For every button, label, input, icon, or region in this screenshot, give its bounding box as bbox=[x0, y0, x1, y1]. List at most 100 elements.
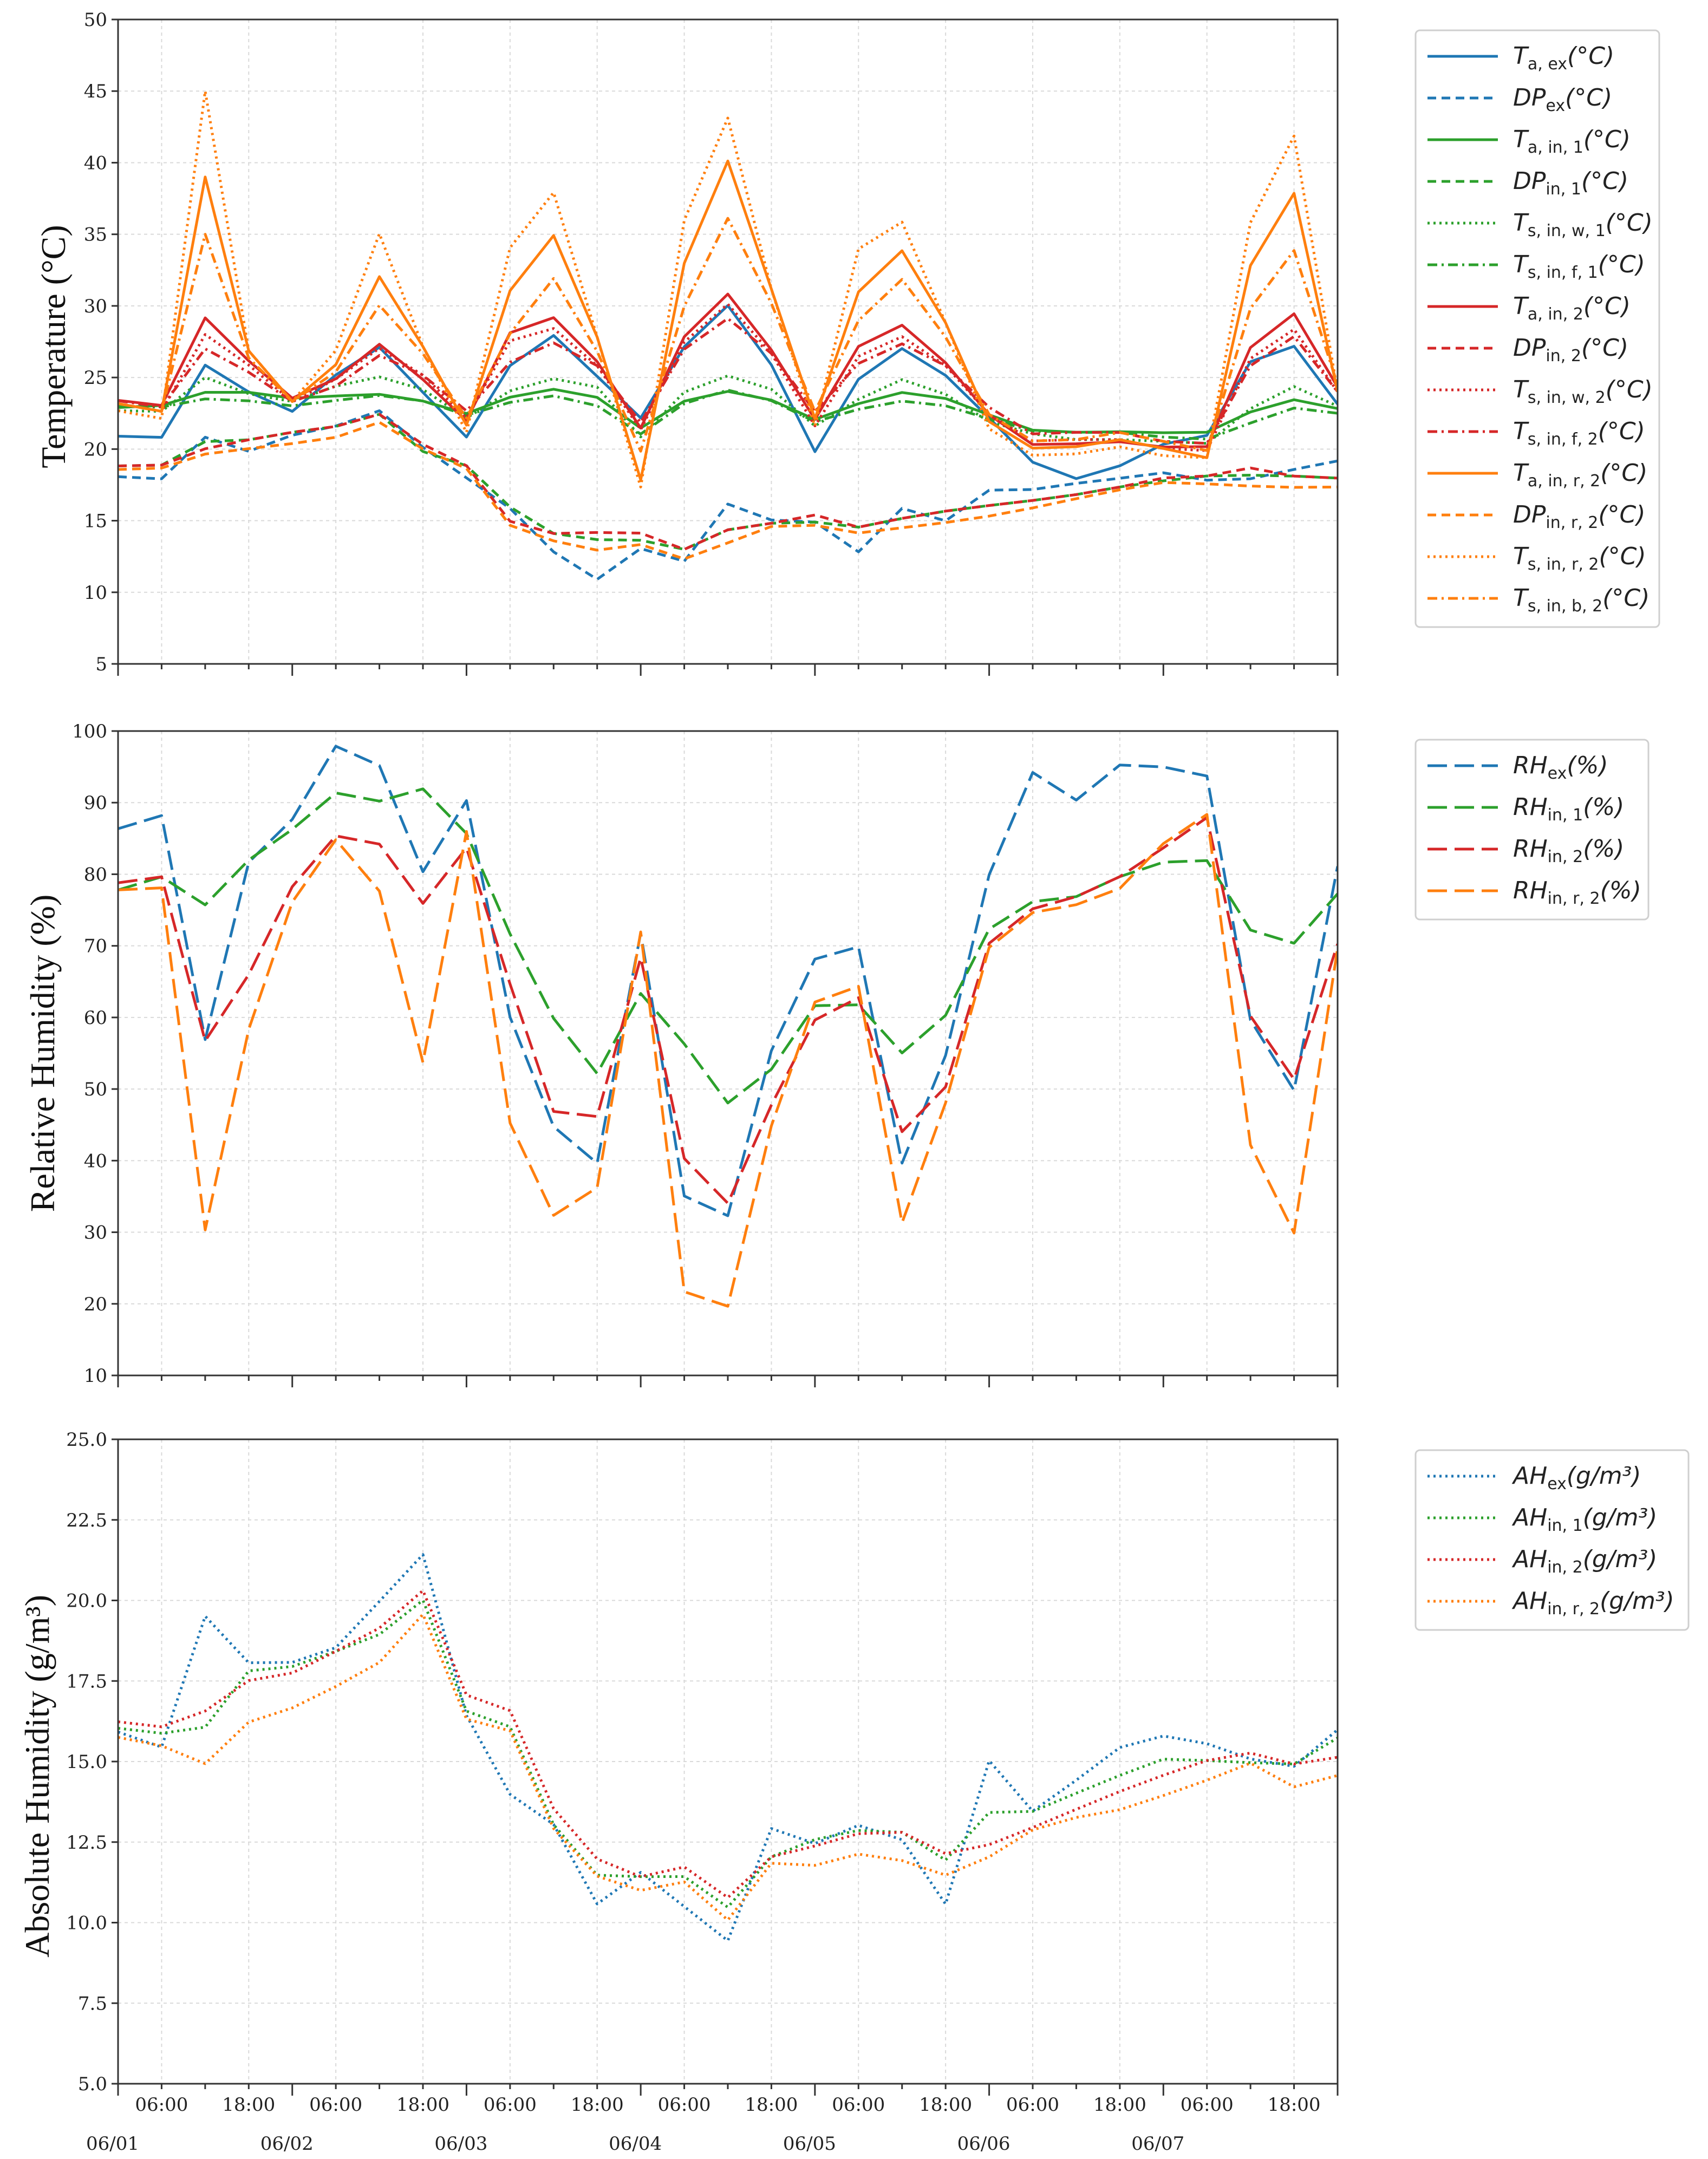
y-tick-label: 10.0 bbox=[66, 1913, 107, 1934]
date-label: 06/05 bbox=[783, 2133, 836, 2155]
series-line-ah-in-1-g-m bbox=[118, 1599, 1338, 1909]
series-group bbox=[118, 89, 1338, 581]
series-line-ah-in-r-2-g-m bbox=[118, 1613, 1338, 1922]
relative-humidity-y-label: Relative Humidity (%) bbox=[23, 895, 62, 1212]
date-label: 06/06 bbox=[957, 2133, 1011, 2155]
x-tick-label: 06:00 bbox=[658, 2094, 711, 2116]
x-tick-label: 06:00 bbox=[832, 2094, 885, 2116]
legend-entry-rh-in-1: RHin, 1(%) bbox=[1513, 793, 1624, 825]
x-tick-label: 06:00 bbox=[309, 2094, 362, 2116]
y-tick-label: 35 bbox=[84, 224, 107, 246]
x-tick-label: 06:00 bbox=[484, 2094, 537, 2116]
plot-frame bbox=[117, 730, 1339, 1377]
series-line-rh-in-r-2 bbox=[118, 813, 1338, 1308]
temperature-panel: Temperature (°C) 5 10 15 20 25 30 35 40 45 50 Ta, … bbox=[34, 9, 1660, 676]
legend: Ta, ex(°C) DPex(°C) Ta, in, 1(°C) DPin, 1(°… bbox=[1414, 29, 1660, 628]
plot-frame bbox=[117, 18, 1339, 665]
y-tick-label: 5.0 bbox=[78, 2073, 107, 2095]
y-tick-label: 5 bbox=[95, 654, 107, 675]
x-tick-label: 06:00 bbox=[1006, 2094, 1059, 2116]
legend-entry-t-s-in-w-2-c: Ts, in, w, 2(°C) bbox=[1513, 376, 1653, 407]
date-label: 06/04 bbox=[609, 2133, 662, 2155]
series-group bbox=[118, 745, 1338, 1308]
y-tick-label: 60 bbox=[84, 1007, 107, 1029]
y-tick-label: 90 bbox=[84, 792, 107, 814]
series-line-t-s-in-b-2-c bbox=[118, 217, 1338, 453]
series-line-dp-ex-c bbox=[118, 409, 1338, 581]
legend: AHex(g/m³) AHin, 1(g/m³) AHin, 2(g/m³) AHin… bbox=[1414, 1449, 1690, 1631]
legend-entry-t-a-ex-c: Ta, ex(°C) bbox=[1513, 42, 1614, 74]
y-tick-label: 25 bbox=[84, 367, 107, 389]
legend-entry-t-a-in-r-2-c: Ta, in, r, 2(°C) bbox=[1513, 459, 1647, 491]
y-tick-label: 22.5 bbox=[66, 1510, 107, 1531]
y-tick-label: 40 bbox=[84, 1150, 107, 1172]
y-tick-label: 80 bbox=[84, 864, 107, 885]
x-tick-label: 18:00 bbox=[396, 2094, 449, 2116]
y-tick-label: 50 bbox=[84, 9, 107, 31]
series-line-rh-in-2 bbox=[118, 816, 1338, 1205]
legend-entry-ah-in-1-g-m: AHin, 1(g/m³) bbox=[1511, 1504, 1657, 1535]
y-tick-label: 17.5 bbox=[66, 1671, 107, 1692]
series-line-rh-ex bbox=[118, 745, 1338, 1217]
x-tick-label: 18:00 bbox=[571, 2094, 624, 2116]
series-line-t-s-in-r-2-c bbox=[118, 89, 1338, 488]
series-line-t-s-in-f-2-c bbox=[118, 317, 1338, 445]
y-tick-label: 20.0 bbox=[66, 1590, 107, 1612]
x-tick-label: 06:00 bbox=[1181, 2094, 1234, 2116]
legend-entry-dp-ex-c: DPex(°C) bbox=[1513, 84, 1612, 115]
legend-entry-rh-in-r-2: RHin, r, 2(%) bbox=[1513, 877, 1641, 908]
y-tick-label: 30 bbox=[84, 296, 107, 317]
date-label: 06/03 bbox=[434, 2133, 487, 2155]
y-tick-label: 50 bbox=[84, 1079, 107, 1100]
x-tick-label: 18:00 bbox=[222, 2094, 275, 2116]
legend-entry-ah-in-2-g-m: AHin, 2(g/m³) bbox=[1511, 1545, 1657, 1577]
y-tick-label: 25.0 bbox=[66, 1429, 107, 1451]
x-tick-label: 18:00 bbox=[745, 2094, 798, 2116]
legend-entry-t-s-in-f-2-c: Ts, in, f, 2(°C) bbox=[1513, 418, 1645, 449]
y-tick-label: 40 bbox=[84, 152, 107, 174]
legend-entry-rh-in-2: RHin, 2(%) bbox=[1513, 835, 1624, 866]
legend-entry-t-s-in-b-2-c: Ts, in, b, 2(°C) bbox=[1513, 584, 1650, 616]
series-line-rh-in-1 bbox=[118, 787, 1338, 1105]
series-group bbox=[118, 1553, 1338, 1942]
x-tick-label: 18:00 bbox=[919, 2094, 972, 2116]
y-tick-label: 20 bbox=[84, 439, 107, 460]
y-tick-label: 15 bbox=[84, 511, 107, 532]
legend: RHex(%) RHin, 1(%) RHin, 2(%) RHin, r, 2(%) bbox=[1414, 739, 1650, 921]
series-line-t-a-in-r-2-c bbox=[118, 159, 1338, 481]
absolute-humidity-y-label: Absolute Humidity (g/m³) bbox=[18, 1595, 56, 1958]
series-line-ah-ex-g-m bbox=[118, 1553, 1338, 1942]
y-tick-label: 20 bbox=[84, 1294, 107, 1315]
legend-entry-t-s-in-r-2-c: Ts, in, r, 2(°C) bbox=[1513, 543, 1646, 574]
shared-time-axis: 06:00 18:00 06:00 18:00 06:00 18:00 06:00 18:00… bbox=[86, 2094, 1321, 2155]
series-line-t-s-in-f-1-c bbox=[118, 388, 1338, 441]
legend-entry-ah-in-r-2-g-m: AHin, r, 2(g/m³) bbox=[1511, 1587, 1674, 1619]
y-tick-label: 15.0 bbox=[66, 1751, 107, 1773]
series-line-dp-in-2-c bbox=[118, 413, 1338, 551]
series-line-t-s-in-w-1-c bbox=[118, 374, 1338, 445]
y-tick-label: 45 bbox=[84, 81, 107, 102]
series-line-t-s-in-w-2-c bbox=[118, 303, 1338, 452]
plot-frame bbox=[117, 1438, 1339, 2085]
x-tick-label: 18:00 bbox=[1093, 2094, 1146, 2116]
date-label: 06/07 bbox=[1131, 2133, 1184, 2155]
y-tick-label: 70 bbox=[84, 936, 107, 957]
legend-box bbox=[1414, 739, 1650, 921]
series-line-dp-in-r-2-c bbox=[118, 421, 1338, 560]
series-line-t-a-in-1-c bbox=[118, 388, 1338, 434]
temperature-y-label: Temperature (°C) bbox=[34, 225, 73, 468]
legend-entry-t-s-in-f-1-c: Ts, in, f, 1(°C) bbox=[1513, 251, 1645, 282]
y-tick-label: 10 bbox=[84, 1365, 107, 1387]
x-tick-label: 18:00 bbox=[1268, 2094, 1321, 2116]
legend-entry-t-s-in-w-1-c: Ts, in, w, 1(°C) bbox=[1513, 209, 1653, 240]
series-line-ah-in-2-g-m bbox=[118, 1589, 1338, 1899]
y-tick-label: 30 bbox=[84, 1222, 107, 1244]
y-tick-label: 10 bbox=[84, 582, 107, 604]
legend-entry-rh-ex: RHex(%) bbox=[1513, 752, 1608, 783]
date-label: 06/01 bbox=[86, 2133, 139, 2155]
legend-entry-dp-in-2-c: DPin, 2(°C) bbox=[1513, 334, 1628, 366]
y-tick-label: 7.5 bbox=[78, 1993, 107, 2014]
legend-box bbox=[1414, 1449, 1690, 1631]
legend-box bbox=[1414, 29, 1660, 628]
